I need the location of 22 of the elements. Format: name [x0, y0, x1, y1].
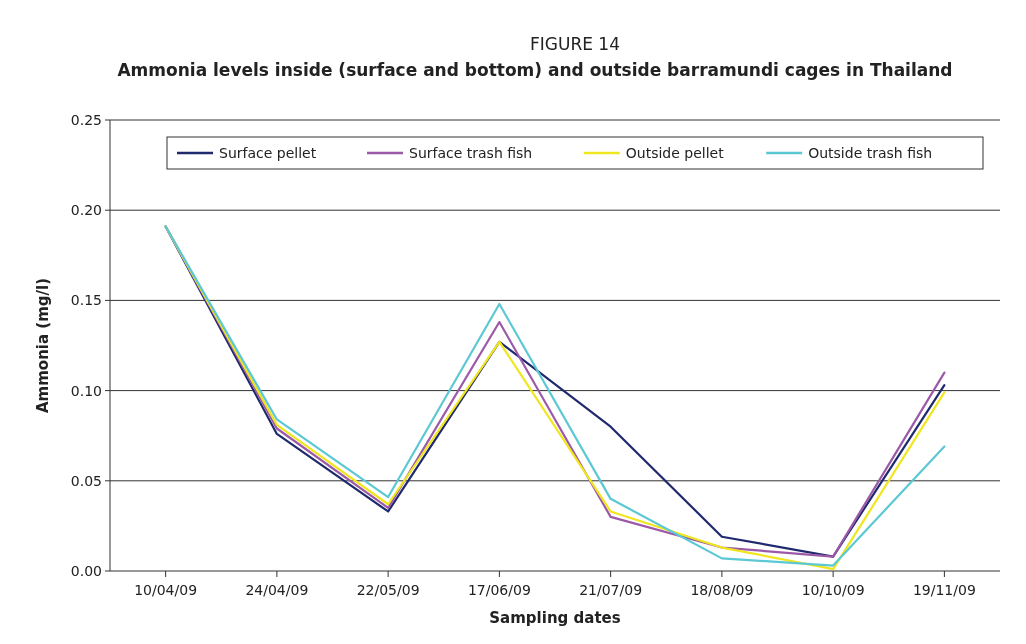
y-tick-label: 0.10 — [70, 382, 102, 399]
x-tick-label: 22/05/09 — [356, 582, 420, 598]
x-tick-label: 19/11/09 — [912, 582, 976, 598]
chart-title: FIGURE 14 — [530, 34, 620, 54]
legend-label: Surface pellet — [219, 144, 317, 161]
y-axis-title: Ammonia (mg/l) — [34, 277, 52, 414]
x-tick-label: 21/07/09 — [579, 582, 643, 598]
x-tick-label: 17/06/09 — [467, 582, 531, 598]
legend-label: Outside trash fish — [808, 144, 933, 161]
x-axis-title: Sampling dates — [489, 609, 621, 627]
legend-label: Outside pellet — [625, 144, 725, 161]
legend-label: Surface trash fish — [409, 144, 533, 161]
y-tick-label: 0.15 — [70, 292, 102, 309]
y-tick-label: 0.20 — [70, 202, 102, 219]
y-tick-label: 0.05 — [70, 472, 102, 489]
y-tick-label: 0.00 — [70, 562, 102, 579]
y-tick-label: 0.25 — [70, 111, 102, 128]
x-tick-label: 10/10/09 — [801, 582, 865, 598]
x-tick-label: 18/08/09 — [690, 582, 754, 598]
x-tick-label: 24/04/09 — [245, 582, 309, 598]
x-tick-label: 10/04/09 — [134, 582, 198, 598]
chart-subtitle: Ammonia levels inside (surface and bottom) and outside barramundi cages in Thailand — [117, 60, 953, 80]
